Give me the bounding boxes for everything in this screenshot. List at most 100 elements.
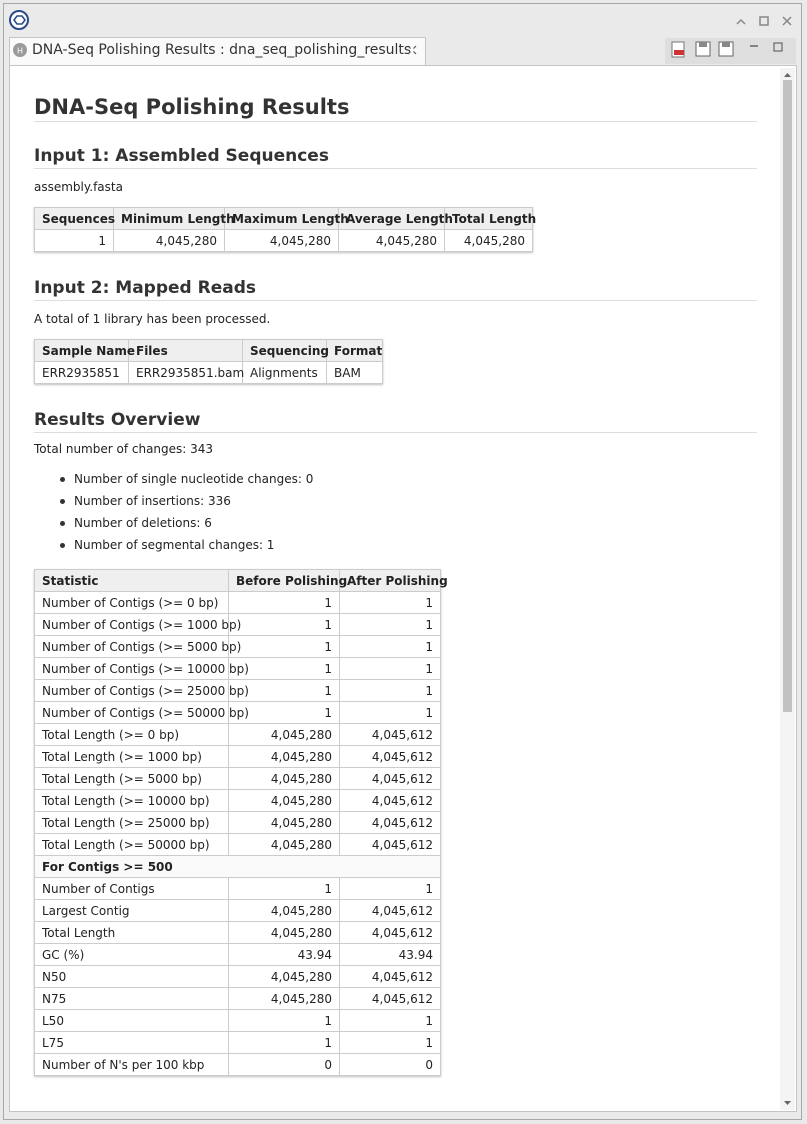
scroll-arrows[interactable] bbox=[782, 70, 793, 1110]
table-cell: 4,045,280 bbox=[224, 229, 339, 252]
table-cell: 4,045,280 bbox=[228, 987, 340, 1010]
table-cell: Total Length (>= 50000 bp) bbox=[34, 833, 229, 856]
table-cell: Number of Contigs (>= 5000 bp) bbox=[34, 635, 241, 658]
table-cell: 4,045,280 bbox=[228, 745, 340, 768]
table-cell: Number of Contigs (>= 25000 bp) bbox=[34, 679, 249, 702]
header-row: Sample Name Files Sequencing Format bbox=[34, 339, 383, 362]
table-cell: N50 bbox=[34, 965, 229, 988]
rule bbox=[34, 300, 757, 301]
app-icon bbox=[9, 10, 29, 30]
column-header: After Polishing bbox=[339, 569, 448, 592]
table-row: Number of N's per 100 kbp 0 0 bbox=[34, 1053, 441, 1076]
tab-icon: H bbox=[13, 43, 27, 57]
table-row: Number of Contigs (>= 10000 bp) 1 1 bbox=[34, 657, 441, 680]
column-header: Sample Name bbox=[34, 339, 135, 362]
table-row: N75 4,045,280 4,045,612 bbox=[34, 987, 441, 1010]
table-cell: Number of Contigs (>= 10000 bp) bbox=[34, 657, 249, 680]
sequences-table: Sequences Minimum Length Maximum Length Ave… bbox=[34, 207, 536, 252]
table-cell: 4,045,280 bbox=[228, 767, 340, 790]
group-header: For Contigs >= 500 bbox=[34, 855, 441, 878]
table-cell: 1 bbox=[228, 1031, 340, 1054]
column-header: Sequences bbox=[34, 207, 115, 230]
table-row: ERR2935851 ERR2935851.bam Alignments BAM bbox=[34, 361, 383, 384]
editor-tab[interactable] bbox=[9, 37, 426, 65]
table-cell: 1 bbox=[339, 1031, 441, 1054]
table-cell: 0 bbox=[339, 1053, 441, 1076]
statistics-table: Statistic Before Polishing After Polishing… bbox=[34, 569, 448, 1076]
header-row: Sequences Minimum Length Maximum Length Ave… bbox=[34, 207, 536, 230]
table-cell: 4,045,280 bbox=[228, 811, 340, 834]
table-cell: 4,045,612 bbox=[339, 833, 441, 856]
table-cell: 1 bbox=[228, 613, 340, 636]
table-cell: Number of Contigs (>= 50000 bp) bbox=[34, 701, 249, 724]
table-cell: Number of N's per 100 kbp bbox=[34, 1053, 229, 1076]
table-row: Number of Contigs (>= 50000 bp) 1 1 bbox=[34, 701, 441, 724]
header-row: Statistic Before Polishing After Polishing bbox=[34, 569, 448, 592]
table-cell: 4,045,612 bbox=[339, 811, 441, 834]
column-header: Format bbox=[326, 339, 383, 362]
table-cell: 4,045,280 bbox=[228, 833, 340, 856]
table-cell: Alignments bbox=[242, 361, 327, 384]
table-cell: 4,045,280 bbox=[444, 229, 533, 252]
column-header: Minimum Length bbox=[113, 207, 235, 230]
table-cell: 1 bbox=[228, 877, 340, 900]
window-controls[interactable] bbox=[733, 13, 797, 29]
column-header: Maximum Length bbox=[224, 207, 349, 230]
column-header: Total Length bbox=[444, 207, 536, 230]
section-heading: Input 1: Assembled Sequences bbox=[34, 146, 329, 166]
table-cell: 1 bbox=[339, 679, 441, 702]
table-row: Number of Contigs (>= 5000 bp) 1 1 bbox=[34, 635, 441, 658]
table-cell: ERR2935851.bam bbox=[128, 361, 244, 384]
rule bbox=[34, 121, 757, 122]
table-row: Total Length (>= 5000 bp) 4,045,280 4,045,… bbox=[34, 767, 441, 790]
table-cell: 43.94 bbox=[228, 943, 340, 966]
table-cell: Total Length (>= 10000 bp) bbox=[34, 789, 229, 812]
table-cell: 1 bbox=[339, 877, 441, 900]
table-cell: Total Length bbox=[34, 921, 229, 944]
table-row: Total Length (>= 0 bp) 4,045,280 4,045,612 bbox=[34, 723, 441, 746]
column-header: Files bbox=[128, 339, 243, 362]
table-cell: 1 bbox=[339, 635, 441, 658]
toolbar-icons[interactable] bbox=[670, 40, 796, 60]
table-cell: Number of Contigs (>= 1000 bp) bbox=[34, 613, 241, 636]
table-cell: N75 bbox=[34, 987, 229, 1010]
total-changes: Total number of changes: 343 bbox=[34, 442, 214, 456]
table-cell: 4,045,612 bbox=[339, 723, 441, 746]
table-cell: 1 bbox=[228, 1009, 340, 1032]
table-row: Total Length (>= 25000 bp) 4,045,280 4,045… bbox=[34, 811, 441, 834]
table-row: Number of Contigs (>= 1000 bp) 1 1 bbox=[34, 613, 441, 636]
rule bbox=[34, 168, 757, 169]
list-item: Number of deletions: 6 bbox=[34, 512, 313, 534]
list-item: Number of segmental changes: 1 bbox=[34, 534, 313, 556]
scrollbar-thumb[interactable] bbox=[783, 80, 792, 712]
table-cell: Total Length (>= 5000 bp) bbox=[34, 767, 229, 790]
table-row: Total Length 4,045,280 4,045,612 bbox=[34, 921, 441, 944]
table-row: Largest Contig 4,045,280 4,045,612 bbox=[34, 899, 441, 922]
section-heading: Results Overview bbox=[34, 410, 201, 430]
table-cell: 0 bbox=[228, 1053, 340, 1076]
table-cell: 4,045,280 bbox=[113, 229, 225, 252]
table-cell: 4,045,612 bbox=[339, 789, 441, 812]
table-cell: GC (%) bbox=[34, 943, 229, 966]
list-item: Number of insertions: 336 bbox=[34, 490, 313, 512]
change-list: Number of single nucleotide changes: 0 Nu… bbox=[34, 468, 313, 556]
file-name: assembly.fasta bbox=[34, 180, 123, 194]
table-row: GC (%) 43.94 43.94 bbox=[34, 943, 441, 966]
table-cell: 4,045,280 bbox=[228, 965, 340, 988]
list-item: Number of single nucleotide changes: 0 bbox=[34, 468, 313, 490]
table-cell: 1 bbox=[228, 635, 340, 658]
table-cell: 4,045,612 bbox=[339, 965, 441, 988]
table-cell: 1 bbox=[34, 229, 114, 252]
table-cell: 4,045,280 bbox=[228, 723, 340, 746]
tab-close[interactable] bbox=[406, 44, 418, 56]
table-row: Number of Contigs (>= 25000 bp) 1 1 bbox=[34, 679, 441, 702]
table-row: Total Length (>= 1000 bp) 4,045,280 4,045,… bbox=[34, 745, 441, 768]
table-cell: 4,045,280 bbox=[228, 789, 340, 812]
tab-title: DNA-Seq Polishing Results : dna_seq_poli… bbox=[32, 42, 412, 58]
table-cell: 4,045,612 bbox=[339, 899, 441, 922]
reads-table: Sample Name Files Sequencing Format ERR29358… bbox=[34, 339, 383, 384]
table-cell: 4,045,612 bbox=[339, 987, 441, 1010]
table-row: L75 1 1 bbox=[34, 1031, 441, 1054]
table-row: Total Length (>= 50000 bp) 4,045,280 4,045… bbox=[34, 833, 441, 856]
table-cell: 4,045,280 bbox=[338, 229, 445, 252]
